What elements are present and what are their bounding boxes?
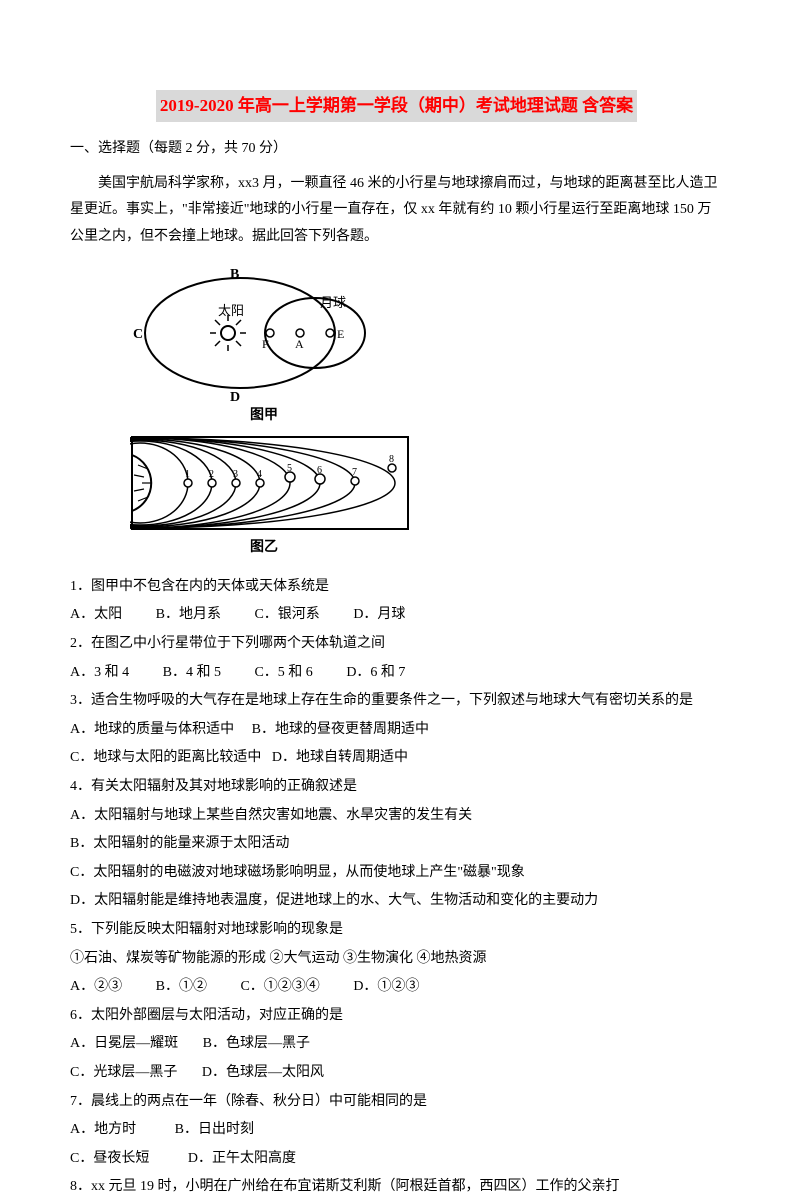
q5-A: A．②③ xyxy=(70,974,122,1001)
title-wrap: 2019-2020 年高一上学期第一学段（期中）考试地理试题 含答案 xyxy=(70,90,723,136)
q7-C: C．昼夜长短 xyxy=(70,1151,149,1166)
q3-B: B．地球的昼夜更替周期适中 xyxy=(252,722,429,737)
figure-jia-caption: 图甲 xyxy=(250,403,723,430)
figure-jia: 太阳 F A E 月球 B C D xyxy=(130,263,390,403)
q4-C: C．太阳辐射的电磁波对地球磁场影响明显，从而使地球上产生"磁暴"现象 xyxy=(70,860,723,887)
svg-text:3: 3 xyxy=(233,469,238,480)
q3-C: C．地球与太阳的距离比较适中 xyxy=(70,750,261,765)
q5-C: C．①②③④ xyxy=(240,974,319,1001)
q2-A: A．3 和 4 xyxy=(70,660,129,687)
svg-text:5: 5 xyxy=(287,463,292,474)
q4-stem: 4．有关太阳辐射及其对地球影响的正确叙述是 xyxy=(70,774,723,801)
q6-row2: C．光球层—黑子 D．色球层—太阳风 xyxy=(70,1060,723,1087)
q6-A: A．日冕层—耀斑 xyxy=(70,1036,178,1051)
q1-A: A．太阳 xyxy=(70,602,122,629)
q4-B: B．太阳辐射的能量来源于太阳活动 xyxy=(70,831,723,858)
q7-row1: A．地方时 B．日出时刻 xyxy=(70,1117,723,1144)
q3-row2: C．地球与太阳的距离比较适中 D．地球自转周期适中 xyxy=(70,745,723,772)
svg-text:2: 2 xyxy=(209,469,214,480)
q7-D: D．正午太阳高度 xyxy=(188,1151,296,1166)
q2-stem: 2．在图乙中小行星带位于下列哪两个天体轨道之间 xyxy=(70,631,723,658)
q5-options: A．②③ B．①② C．①②③④ D．①②③ xyxy=(70,974,723,1001)
q6-C: C．光球层—黑子 xyxy=(70,1065,177,1080)
figure-area: 太阳 F A E 月球 B C D 图甲 xyxy=(130,263,723,562)
q6-D: D．色球层—太阳风 xyxy=(202,1065,324,1080)
q1-stem: 1．图甲中不包含在内的天体或天体系统是 xyxy=(70,574,723,601)
page-title: 2019-2020 年高一上学期第一学段（期中）考试地理试题 含答案 xyxy=(156,90,637,122)
figure-yi-caption: 图乙 xyxy=(250,535,723,562)
q2-B: B．4 和 5 xyxy=(163,660,221,687)
section-heading: 一、选择题（每题 2 分，共 70 分） xyxy=(70,136,723,163)
svg-text:8: 8 xyxy=(389,454,394,465)
q8-stem: 8．xx 元旦 19 时，小明在广州给在布宜诺斯艾利斯（阿根廷首都，西四区）工作… xyxy=(70,1174,723,1201)
q3-stem: 3．适合生物呼吸的大气存在是地球上存在生命的重要条件之一，下列叙述与地球大气有密… xyxy=(70,688,723,715)
q1-D: D．月球 xyxy=(353,602,405,629)
q3-row1: A．地球的质量与体积适中 B．地球的昼夜更替周期适中 xyxy=(70,717,723,744)
q6-stem: 6．太阳外部圈层与太阳活动，对应正确的是 xyxy=(70,1003,723,1030)
svg-text:D: D xyxy=(230,390,240,403)
svg-text:4: 4 xyxy=(257,469,262,480)
q2-options: A．3 和 4 B．4 和 5 C．5 和 6 D．6 和 7 xyxy=(70,660,723,687)
q7-B: B．日出时刻 xyxy=(175,1122,254,1137)
q4-D: D．太阳辐射能是维持地表温度，促进地球上的水、大气、生物活动和变化的主要动力 xyxy=(70,888,723,915)
figure-yi: 1 2 3 4 5 6 7 8 xyxy=(130,435,410,535)
q2-C: C．5 和 6 xyxy=(254,660,312,687)
q6-row1: A．日冕层—耀斑 B．色球层—黑子 xyxy=(70,1031,723,1058)
svg-text:C: C xyxy=(133,327,143,342)
svg-text:6: 6 xyxy=(317,465,322,476)
intro-paragraph: 美国宇航局科学家称，xx3 月，一颗直径 46 米的小行星与地球擦肩而过，与地球… xyxy=(70,171,723,251)
q5-stem: 5．下列能反映太阳辐射对地球影响的现象是 xyxy=(70,917,723,944)
q1-B: B．地月系 xyxy=(156,602,221,629)
svg-text:7: 7 xyxy=(352,467,357,478)
q1-options: A．太阳 B．地月系 C．银河系 D．月球 xyxy=(70,602,723,629)
svg-text:B: B xyxy=(230,267,239,282)
q1-C: C．银河系 xyxy=(254,602,319,629)
q7-stem: 7．晨线上的两点在一年（除春、秋分日）中可能相同的是 xyxy=(70,1089,723,1116)
q5-items: ①石油、煤炭等矿物能源的形成 ②大气运动 ③生物演化 ④地热资源 xyxy=(70,946,723,973)
q7-A: A．地方时 xyxy=(70,1122,136,1137)
q7-row2: C．昼夜长短 D．正午太阳高度 xyxy=(70,1146,723,1173)
q4-A: A．太阳辐射与地球上某些自然灾害如地震、水旱灾害的发生有关 xyxy=(70,803,723,830)
svg-text:月球: 月球 xyxy=(320,295,346,310)
svg-text:F: F xyxy=(262,337,269,351)
svg-text:A: A xyxy=(295,337,304,351)
q6-B: B．色球层—黑子 xyxy=(203,1036,310,1051)
svg-text:E: E xyxy=(337,327,344,341)
q3-D: D．地球自转周期适中 xyxy=(272,750,408,765)
q5-B: B．①② xyxy=(156,974,207,1001)
q2-D: D．6 和 7 xyxy=(346,660,405,687)
svg-text:太阳: 太阳 xyxy=(218,303,244,318)
svg-text:1: 1 xyxy=(185,469,190,480)
q3-A: A．地球的质量与体积适中 xyxy=(70,722,234,737)
q5-D: D．①②③ xyxy=(353,974,419,1001)
